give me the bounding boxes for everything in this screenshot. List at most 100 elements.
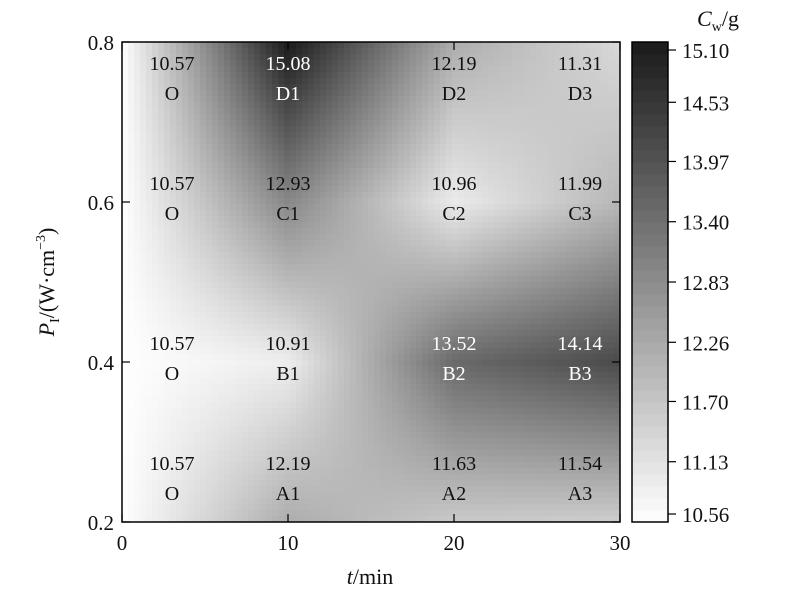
heatmap-cell: [320, 294, 327, 301]
heatmap-cell: [500, 330, 507, 337]
heatmap-cell: [224, 336, 231, 343]
heatmap-cell: [278, 312, 285, 319]
heatmap-cell: [356, 294, 363, 301]
heatmap-cell: [176, 78, 183, 85]
heatmap-cell: [488, 396, 495, 403]
heatmap-cell: [482, 390, 489, 397]
heatmap-cell: [326, 192, 333, 199]
heatmap-cell: [308, 90, 315, 97]
heatmap-cell: [524, 348, 531, 355]
heatmap-cell: [500, 90, 507, 97]
heatmap-cell: [404, 198, 411, 205]
heatmap-cell: [218, 306, 225, 313]
heatmap-cell: [614, 126, 620, 133]
heatmap-cell: [356, 60, 363, 67]
heatmap-cell: [428, 264, 435, 271]
heatmap-cell: [596, 234, 603, 241]
heatmap-cell: [374, 372, 381, 379]
heatmap-cell: [614, 120, 620, 127]
heatmap-cell: [122, 258, 129, 265]
heatmap-cell: [224, 138, 231, 145]
heatmap-cell: [140, 66, 147, 73]
heatmap-cell: [536, 378, 543, 385]
heatmap-cell: [614, 306, 620, 313]
heatmap-cell: [458, 300, 465, 307]
heatmap-cell: [404, 42, 411, 49]
heatmap-cell: [374, 144, 381, 151]
heatmap-cell: [314, 204, 321, 211]
heatmap-cell: [332, 360, 339, 367]
heatmap-cell: [524, 114, 531, 121]
heatmap-cell: [308, 330, 315, 337]
heatmap-cell: [380, 384, 387, 391]
heatmap-cell: [440, 150, 447, 157]
heatmap-cell: [374, 180, 381, 187]
heatmap-cell: [206, 150, 213, 157]
heatmap-cell: [548, 342, 555, 349]
heatmap-cell: [278, 78, 285, 85]
heatmap-cell: [500, 54, 507, 61]
heatmap-cell: [278, 264, 285, 271]
heatmap-cell: [212, 168, 219, 175]
heatmap-cell: [614, 210, 620, 217]
heatmap-cell: [284, 330, 291, 337]
heatmap-cell: [536, 288, 543, 295]
heatmap-cell: [182, 372, 189, 379]
heatmap-cell: [416, 162, 423, 169]
heatmap-cell: [152, 216, 159, 223]
heatmap-cell: [146, 384, 153, 391]
heatmap-cell: [530, 54, 537, 61]
heatmap-cell: [356, 132, 363, 139]
heatmap-cell: [566, 216, 573, 223]
heatmap-cell: [266, 120, 273, 127]
heatmap-cell: [530, 180, 537, 187]
heatmap-cell: [344, 342, 351, 349]
heatmap-cell: [290, 330, 297, 337]
heatmap-cell: [572, 390, 579, 397]
heatmap-cell: [248, 72, 255, 79]
heatmap-cell: [356, 126, 363, 133]
heatmap-cell: [200, 138, 207, 145]
heatmap-cell: [248, 222, 255, 229]
heatmap-cell: [320, 216, 327, 223]
heatmap-cell: [602, 216, 609, 223]
heatmap-cell: [260, 348, 267, 355]
heatmap-cell: [320, 78, 327, 85]
heatmap-cell: [554, 132, 561, 139]
heatmap-cell: [584, 204, 591, 211]
heatmap-cell: [368, 360, 375, 367]
heatmap-cell: [428, 162, 435, 169]
heatmap-cell: [476, 384, 483, 391]
heatmap-cell: [182, 324, 189, 331]
heatmap-cell: [560, 342, 567, 349]
heatmap-cell: [122, 120, 129, 127]
heatmap-cell: [140, 72, 147, 79]
heatmap-cell: [362, 360, 369, 367]
heatmap-cell: [416, 138, 423, 145]
heatmap-cell: [272, 276, 279, 283]
heatmap-cell: [332, 204, 339, 211]
heatmap-cell: [230, 42, 237, 49]
heatmap-cell: [590, 168, 597, 175]
heatmap-cell: [200, 132, 207, 139]
heatmap-cell: [206, 210, 213, 217]
heatmap-cell: [524, 342, 531, 349]
heatmap-cell: [314, 156, 321, 163]
heatmap-cell: [542, 90, 549, 97]
heatmap-cell: [446, 228, 453, 235]
heatmap-cell: [164, 312, 171, 319]
heatmap-cell: [218, 66, 225, 73]
heatmap-cell: [554, 42, 561, 49]
heatmap-cell: [134, 270, 141, 277]
heatmap-cell: [374, 366, 381, 373]
heatmap-cell: [242, 288, 249, 295]
heatmap-cell: [542, 192, 549, 199]
heatmap-cell: [476, 222, 483, 229]
heatmap-cell: [320, 240, 327, 247]
heatmap-cell: [182, 294, 189, 301]
heatmap-cell: [170, 96, 177, 103]
heatmap-cell: [584, 66, 591, 73]
heatmap-cell: [338, 234, 345, 241]
heatmap-cell: [386, 60, 393, 67]
heatmap-cell: [452, 168, 459, 175]
